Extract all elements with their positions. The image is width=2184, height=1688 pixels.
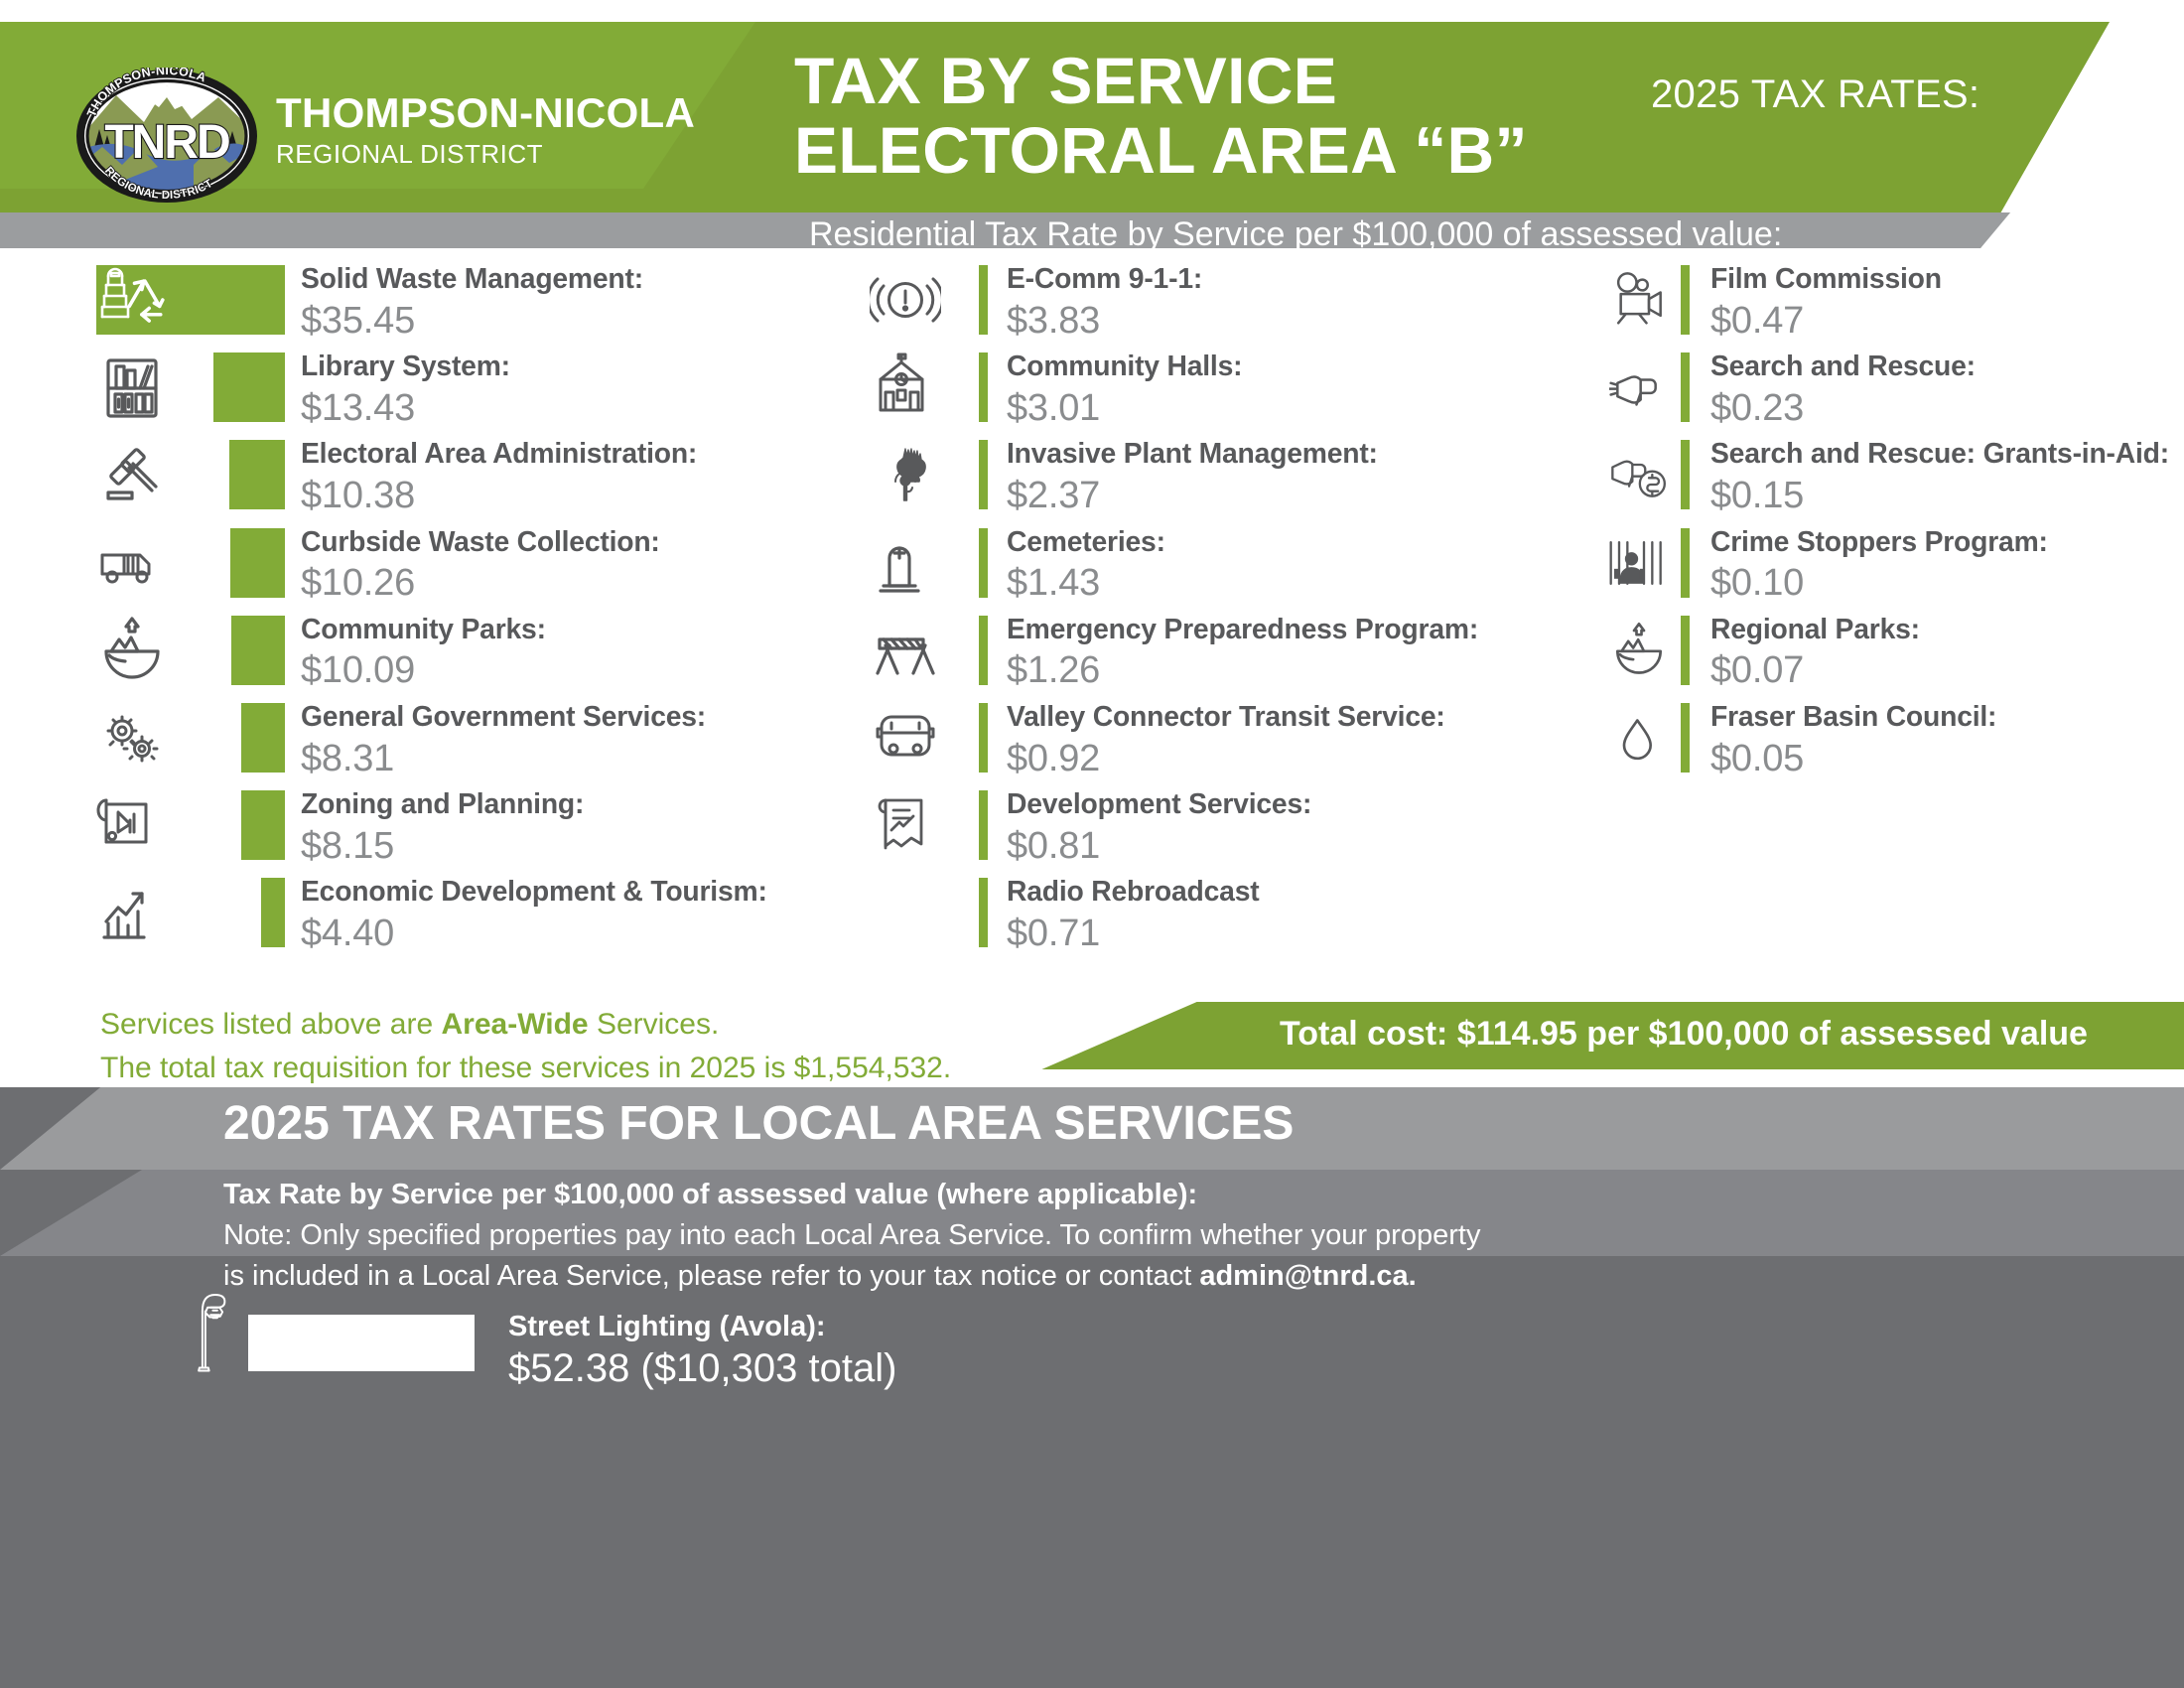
svg-text:TNRD: TNRD	[104, 116, 229, 169]
